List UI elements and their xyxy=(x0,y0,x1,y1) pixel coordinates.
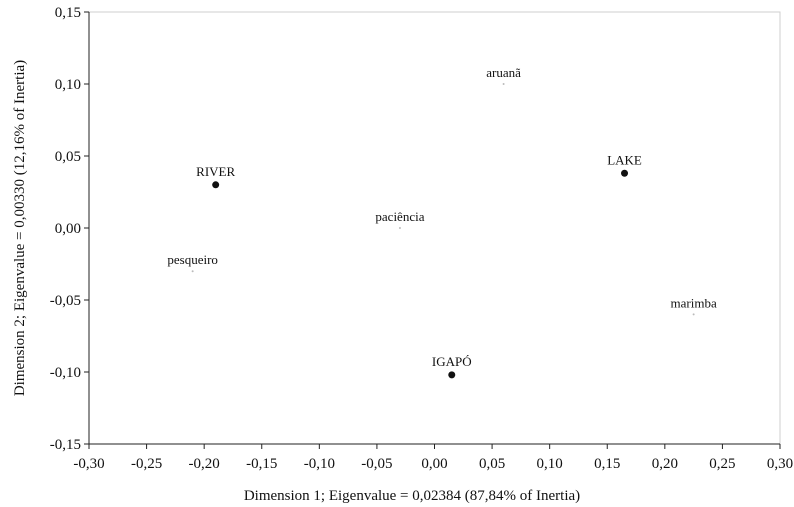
y-tick-label: 0,05 xyxy=(55,149,81,165)
x-tick-label: -0,20 xyxy=(189,456,220,472)
x-tick-label: -0,30 xyxy=(73,456,104,472)
data-point-label: paciência xyxy=(375,209,424,224)
data-point-label: aruanã xyxy=(486,65,521,80)
y-tick-label: 0,10 xyxy=(55,77,81,93)
data-point-label: LAKE xyxy=(607,152,642,167)
data-point-marker xyxy=(448,371,456,379)
y-tick-label: 0,15 xyxy=(55,5,81,21)
data-point-label: RIVER xyxy=(196,164,235,179)
x-tick-label: 0,25 xyxy=(709,456,735,472)
y-tick-label: -0,10 xyxy=(50,365,81,381)
plot-frame xyxy=(88,11,781,445)
y-axis-ticks: 0,15 0,10 0,05 0,00 -0,05 -0,10 -0,15 xyxy=(50,5,89,453)
data-point-marker xyxy=(191,270,194,273)
x-tick-label: 0,05 xyxy=(479,456,505,472)
x-tick-label: -0,05 xyxy=(361,456,392,472)
x-tick-label: 0,00 xyxy=(421,456,447,472)
data-point-marker xyxy=(621,169,629,177)
data-point-label: pesqueiro xyxy=(167,252,218,267)
data-point-marker xyxy=(502,83,505,85)
x-tick-label: -0,15 xyxy=(246,456,277,472)
data-points: RIVER LAKE IGAPÓ aruanã paciência pesqueiro ma… xyxy=(167,65,717,379)
y-tick-label: 0,00 xyxy=(55,221,81,237)
y-tick-label: -0,15 xyxy=(50,437,81,453)
data-point-label: IGAPÓ xyxy=(432,354,472,369)
data-point-label: marimba xyxy=(671,295,717,310)
y-axis-title: Dimension 2; Eigenvalue = 0,00330 (12,16… xyxy=(12,60,28,396)
x-axis-ticks: -0,30 -0,25 -0,20 -0,15 -0,10 -0,05 0,00 0,05 0,… xyxy=(73,444,793,472)
x-tick-label: -0,25 xyxy=(131,456,162,472)
x-tick-label: 0,30 xyxy=(767,456,793,472)
data-point-marker xyxy=(212,181,220,189)
x-tick-label: 0,10 xyxy=(537,456,563,472)
x-tick-label: 0,15 xyxy=(594,456,620,472)
x-tick-label: -0,10 xyxy=(304,456,335,472)
data-point-marker xyxy=(692,313,695,316)
x-tick-label: 0,20 xyxy=(652,456,678,472)
y-tick-label: -0,05 xyxy=(50,293,81,309)
data-point-marker xyxy=(398,227,401,229)
x-axis-title: Dimension 1; Eigenvalue = 0,02384 (87,84… xyxy=(244,488,580,504)
